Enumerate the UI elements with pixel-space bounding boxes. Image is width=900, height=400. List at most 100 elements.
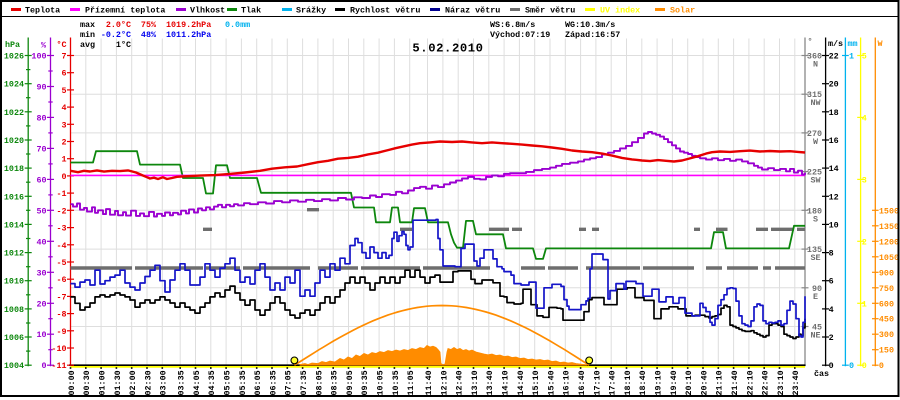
svg-text:E: E (813, 292, 818, 302)
svg-text:-10: -10 (51, 344, 66, 354)
svg-text:2.0°C: 2.0°C (106, 20, 131, 30)
svg-text:1004: 1004 (4, 361, 24, 371)
svg-text:1016: 1016 (4, 192, 24, 202)
svg-text:30: 30 (36, 268, 46, 278)
svg-text:0: 0 (829, 361, 834, 371)
svg-text:1018: 1018 (4, 164, 24, 174)
svg-text:WS:6.8m/s: WS:6.8m/s (490, 20, 535, 30)
svg-text:22:10: 22:10 (745, 370, 755, 395)
svg-text:NE: NE (810, 331, 820, 341)
svg-text:10:35: 10:35 (391, 370, 401, 395)
svg-text:S: S (813, 214, 818, 224)
svg-text:m/s: m/s (828, 39, 843, 49)
svg-text:4: 4 (829, 305, 834, 315)
svg-text:07:05: 07:05 (284, 370, 294, 395)
svg-text:mm: mm (848, 39, 858, 49)
svg-text:20:40: 20:40 (699, 370, 709, 395)
svg-text:0: 0 (862, 361, 867, 371)
svg-text:08:05: 08:05 (314, 370, 324, 395)
svg-text:6: 6 (829, 277, 834, 287)
svg-text:80: 80 (36, 113, 46, 123)
svg-text:11:05: 11:05 (406, 370, 416, 395)
svg-text:1: 1 (61, 155, 66, 165)
svg-text:hPa: hPa (5, 40, 20, 50)
svg-text:0.0mm: 0.0mm (225, 20, 250, 30)
svg-text:07:35: 07:35 (299, 370, 309, 395)
svg-text:NW: NW (810, 98, 821, 108)
svg-text:0: 0 (61, 172, 66, 182)
svg-text:5: 5 (61, 86, 66, 96)
svg-text:17:40: 17:40 (608, 370, 618, 395)
svg-text:300: 300 (879, 330, 894, 340)
svg-text:450: 450 (879, 315, 894, 325)
svg-text:06:05: 06:05 (253, 370, 263, 395)
svg-text:18:40: 18:40 (638, 370, 648, 395)
svg-text:03:35: 03:35 (177, 370, 187, 395)
svg-text:600: 600 (879, 299, 894, 309)
svg-text:09:35: 09:35 (360, 370, 370, 395)
svg-text:180: 180 (807, 206, 822, 216)
svg-text:02:00: 02:00 (128, 370, 138, 395)
svg-text:06:35: 06:35 (268, 370, 278, 395)
svg-text:6: 6 (61, 69, 66, 79)
svg-text:08:35: 08:35 (330, 370, 340, 395)
svg-text:-5: -5 (56, 258, 66, 268)
svg-text:SW: SW (810, 176, 821, 186)
svg-text:5: 5 (862, 52, 867, 62)
svg-text:14: 14 (829, 164, 839, 174)
svg-text:Východ:07:19: Východ:07:19 (490, 30, 550, 40)
svg-text:18:10: 18:10 (623, 370, 633, 395)
svg-text:1200: 1200 (879, 237, 899, 247)
svg-text:-3: -3 (56, 224, 66, 234)
svg-text:1350: 1350 (879, 222, 899, 232)
svg-text:17:10: 17:10 (592, 370, 602, 395)
svg-text:1012: 1012 (4, 249, 24, 259)
svg-text:150: 150 (879, 346, 894, 356)
svg-text:-6: -6 (56, 275, 66, 285)
svg-text:360: 360 (807, 52, 822, 62)
svg-text:1011.2hPa: 1011.2hPa (166, 30, 211, 40)
svg-text:0: 0 (879, 361, 884, 371)
svg-text:100: 100 (31, 52, 46, 62)
svg-text:20:10: 20:10 (684, 370, 694, 395)
svg-text:W: W (813, 137, 819, 147)
svg-text:0: 0 (41, 361, 46, 371)
svg-text:-11: -11 (51, 361, 66, 371)
svg-text:90: 90 (36, 83, 46, 93)
svg-text:Západ:16:57: Západ:16:57 (565, 30, 620, 40)
svg-text:75%: 75% (141, 20, 157, 30)
svg-text:3: 3 (862, 175, 867, 185)
svg-text:14:40: 14:40 (516, 370, 526, 395)
svg-text:10: 10 (36, 330, 46, 340)
svg-text:8: 8 (829, 249, 834, 259)
svg-text:°C: °C (56, 40, 66, 50)
svg-text:19:40: 19:40 (669, 370, 679, 395)
svg-text:05:35: 05:35 (238, 370, 248, 395)
svg-text:16: 16 (829, 136, 839, 146)
svg-text:2: 2 (862, 237, 867, 247)
svg-text:23:10: 23:10 (776, 370, 786, 395)
svg-text:04:35: 04:35 (207, 370, 217, 395)
svg-text:2: 2 (61, 138, 66, 148)
svg-text:1050: 1050 (879, 253, 899, 263)
svg-text:SE: SE (810, 253, 820, 263)
svg-text:16:40: 16:40 (577, 370, 587, 395)
svg-text:21:40: 21:40 (730, 370, 740, 395)
svg-text:01:00: 01:00 (98, 370, 108, 395)
svg-text:02:30: 02:30 (143, 370, 153, 395)
svg-text:max: max (80, 20, 95, 30)
svg-text:11:40: 11:40 (424, 370, 434, 395)
svg-text:1: 1 (849, 52, 854, 62)
svg-text:1500: 1500 (879, 206, 899, 216)
svg-text:12:40: 12:40 (455, 370, 465, 395)
svg-text:19:10: 19:10 (654, 370, 664, 395)
svg-text:20: 20 (829, 80, 839, 90)
svg-text:13:10: 13:10 (470, 370, 480, 395)
svg-text:min: min (80, 30, 95, 40)
svg-text:°: ° (808, 37, 813, 47)
svg-text:7: 7 (61, 52, 66, 62)
svg-text:Směr větru: Směr větru (525, 6, 575, 16)
svg-text:1°C: 1°C (116, 40, 131, 50)
svg-text:15:40: 15:40 (546, 370, 556, 395)
svg-text:UV index: UV index (600, 6, 640, 16)
